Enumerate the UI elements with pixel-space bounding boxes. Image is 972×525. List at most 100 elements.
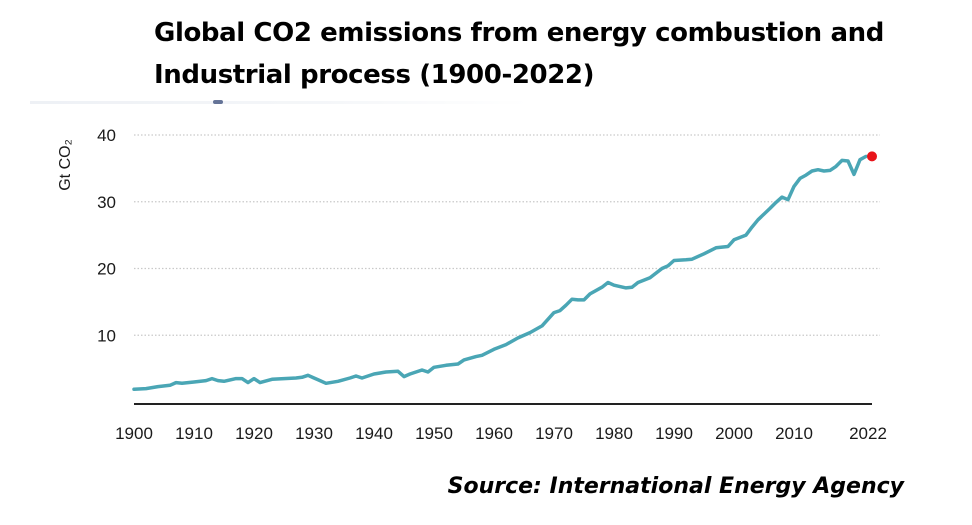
- x-tick-label: 1920: [235, 424, 273, 443]
- chart-title: Global CO2 emissions from energy combust…: [154, 18, 884, 90]
- data-point-1940: [373, 372, 376, 375]
- data-point-1934: [337, 380, 340, 383]
- gridlines: [134, 134, 880, 336]
- data-point-1974: [577, 298, 580, 301]
- data-point-1971: [559, 309, 562, 312]
- source-note: Source: International Energy Agency: [447, 474, 904, 499]
- data-point-1976: [589, 292, 592, 295]
- data-point-1990: [673, 259, 676, 262]
- data-point-1980: [613, 284, 616, 287]
- data-point-1919: [247, 381, 250, 384]
- data-point-1908: [181, 382, 184, 385]
- data-point-2009: [787, 198, 790, 201]
- data-point-1918: [241, 377, 244, 380]
- x-tick-label: 1960: [475, 424, 513, 443]
- data-point-1995: [703, 252, 706, 255]
- data-point-2017: [835, 165, 838, 168]
- data-point-1902: [145, 387, 148, 390]
- data-point-2013: [811, 170, 814, 173]
- data-point-1932: [325, 382, 328, 385]
- x-tick-label: 1930: [295, 424, 333, 443]
- data-point-1984: [637, 281, 640, 284]
- data-point-1999: [727, 245, 730, 248]
- data-point-2008: [781, 196, 784, 199]
- highlight-point-2022: [867, 151, 877, 162]
- y-tick-label: 30: [97, 193, 116, 212]
- cropped-legend-artifact: [30, 101, 530, 104]
- x-tick-label: 1980: [595, 424, 633, 443]
- data-point-1954: [457, 362, 460, 365]
- data-point-1936: [349, 376, 352, 379]
- data-point-1938: [361, 376, 364, 379]
- data-point-1927: [295, 376, 298, 379]
- series-line-co2-emissions: [132, 154, 868, 392]
- data-point-1983: [631, 286, 634, 289]
- x-tick-label: 1950: [415, 424, 453, 443]
- data-point-2020: [853, 173, 856, 176]
- data-point-1966: [529, 331, 532, 334]
- data-point-1950: [433, 366, 436, 369]
- x-tick-label: 2022: [849, 424, 887, 443]
- data-point-1944: [397, 370, 400, 373]
- data-point-2018: [841, 159, 844, 162]
- data-point-2007: [775, 201, 778, 204]
- data-point-1988: [661, 267, 664, 270]
- data-point-2000: [733, 238, 736, 241]
- y-tick-label: 10: [97, 326, 116, 345]
- y-tick-label: 40: [97, 126, 116, 145]
- data-point-2003: [751, 226, 754, 229]
- data-point-1921: [259, 381, 262, 384]
- data-point-1992: [685, 258, 688, 261]
- x-tick-label: 1990: [655, 424, 693, 443]
- data-point-1928: [301, 376, 304, 379]
- data-point-1962: [505, 343, 508, 346]
- x-tick-label: 1940: [355, 424, 393, 443]
- data-point-1904: [157, 385, 160, 388]
- data-point-2012: [805, 174, 808, 177]
- data-point-1978: [601, 286, 604, 289]
- data-point-2002: [745, 234, 748, 237]
- y-axis-label: Gt CO₂: [57, 139, 74, 191]
- x-tick-label: 2010: [775, 424, 813, 443]
- data-point-1912: [205, 379, 208, 382]
- cropped-legend-marker: [213, 100, 223, 104]
- data-point-1937: [355, 374, 358, 377]
- data-point-1931: [319, 379, 322, 382]
- data-point-1993: [691, 258, 694, 261]
- data-point-1989: [667, 264, 670, 267]
- data-point-2016: [829, 169, 832, 172]
- data-point-1955: [463, 358, 466, 361]
- data-point-1925: [283, 377, 286, 380]
- data-point-2011: [799, 177, 802, 180]
- data-point-1972: [565, 304, 568, 307]
- data-point-1914: [217, 379, 220, 382]
- data-point-2014: [817, 168, 820, 171]
- data-point-1923: [271, 378, 274, 381]
- data-point-1913: [211, 377, 214, 380]
- series-points: [133, 155, 868, 391]
- data-point-1986: [649, 276, 652, 279]
- data-point-1946: [409, 372, 412, 375]
- data-point-1975: [583, 298, 586, 301]
- data-point-2004: [757, 218, 760, 221]
- data-point-1973: [571, 298, 574, 301]
- y-tick-label: 20: [97, 260, 116, 279]
- data-point-1917: [235, 377, 238, 380]
- data-point-2019: [847, 160, 850, 163]
- x-tick-labels: 1900 1910 1920 1930 1940 1950 1960 1970 1980 1990…: [115, 424, 887, 443]
- data-point-1958: [481, 354, 484, 357]
- data-point-1930: [313, 376, 316, 379]
- data-point-1979: [607, 281, 610, 284]
- data-point-1949: [427, 370, 430, 373]
- data-point-1957: [475, 355, 478, 358]
- data-point-1948: [421, 368, 424, 371]
- x-tick-label: 1970: [535, 424, 573, 443]
- data-point-1910: [193, 380, 196, 383]
- data-point-1900: [133, 388, 136, 391]
- data-point-1997: [715, 246, 718, 249]
- y-tick-labels: 10 20 30 40: [97, 126, 116, 345]
- data-point-1970: [553, 311, 556, 314]
- x-tick-label: 1910: [175, 424, 213, 443]
- data-point-1968: [541, 324, 544, 327]
